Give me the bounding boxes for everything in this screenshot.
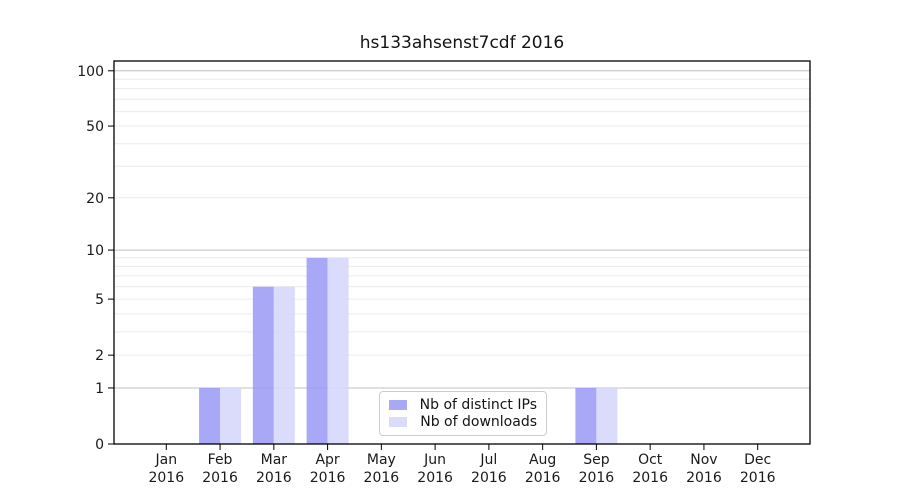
y-tick-label: 20 <box>86 191 104 207</box>
x-tick-label-month: Jun <box>423 452 446 468</box>
legend-item-downloads: Nb of downloads <box>389 415 537 429</box>
x-tick-label-year: 2016 <box>471 470 507 486</box>
bar-distinct-ips-apr <box>306 257 328 444</box>
legend-label-distinct-ips: Nb of distinct IPs <box>419 397 537 414</box>
y-tick-label: 2 <box>95 348 104 364</box>
x-tick-label-year: 2016 <box>256 470 292 486</box>
plot-border <box>113 60 811 445</box>
y-tick-label: 50 <box>86 119 104 135</box>
x-tick-label-year: 2016 <box>310 470 346 486</box>
y-tick-label: 1 <box>95 381 104 397</box>
bar-distinct-ips-sep <box>575 387 597 444</box>
bar-distinct-ips-mar <box>252 286 274 444</box>
x-tick-label-year: 2016 <box>417 470 453 486</box>
x-tick-label-year: 2016 <box>686 470 722 486</box>
legend-label-downloads: Nb of downloads <box>420 413 537 430</box>
bar-downloads-feb <box>220 387 242 444</box>
x-tick-label-month: Feb <box>208 452 233 468</box>
legend-swatch-distinct-ips <box>389 400 407 411</box>
legend-item-distinct-ips: Nb of distinct IPs <box>389 398 537 412</box>
bar-downloads-apr <box>327 257 349 444</box>
x-tick-label-month: Mar <box>261 452 288 468</box>
x-tick-label-year: 2016 <box>202 470 238 486</box>
x-tick-label-year: 2016 <box>364 470 400 486</box>
y-tick-label: 0 <box>95 437 104 453</box>
x-tick-label-month: Aug <box>529 452 556 468</box>
x-tick-label-month: Jan <box>155 452 178 468</box>
bar-downloads-sep <box>596 387 618 444</box>
bar-distinct-ips-feb <box>199 387 221 444</box>
x-tick-label-month: Oct <box>638 452 663 468</box>
x-tick-label-month: Apr <box>315 452 339 468</box>
x-tick-label-month: Jul <box>479 452 497 468</box>
legend-swatch-downloads <box>389 416 408 427</box>
y-tick-label: 10 <box>86 243 104 259</box>
x-tick-label-year: 2016 <box>579 470 615 486</box>
x-tick-label-year: 2016 <box>632 470 668 486</box>
bar-downloads-mar <box>273 286 295 444</box>
legend: Nb of distinct IPs Nb of downloads <box>379 391 547 436</box>
x-tick-label-year: 2016 <box>525 470 561 486</box>
x-tick-label-month: Sep <box>583 452 610 468</box>
x-tick-label-month: Dec <box>744 452 771 468</box>
y-tick-label: 100 <box>77 64 104 80</box>
x-tick-label-year: 2016 <box>740 470 776 486</box>
x-tick-label-month: May <box>367 452 396 468</box>
y-tick-label: 5 <box>95 292 104 308</box>
chart-title: hs133ahsenst7cdf 2016 <box>359 33 565 53</box>
x-tick-label-month: Nov <box>690 452 717 468</box>
x-tick-label-year: 2016 <box>148 470 184 486</box>
